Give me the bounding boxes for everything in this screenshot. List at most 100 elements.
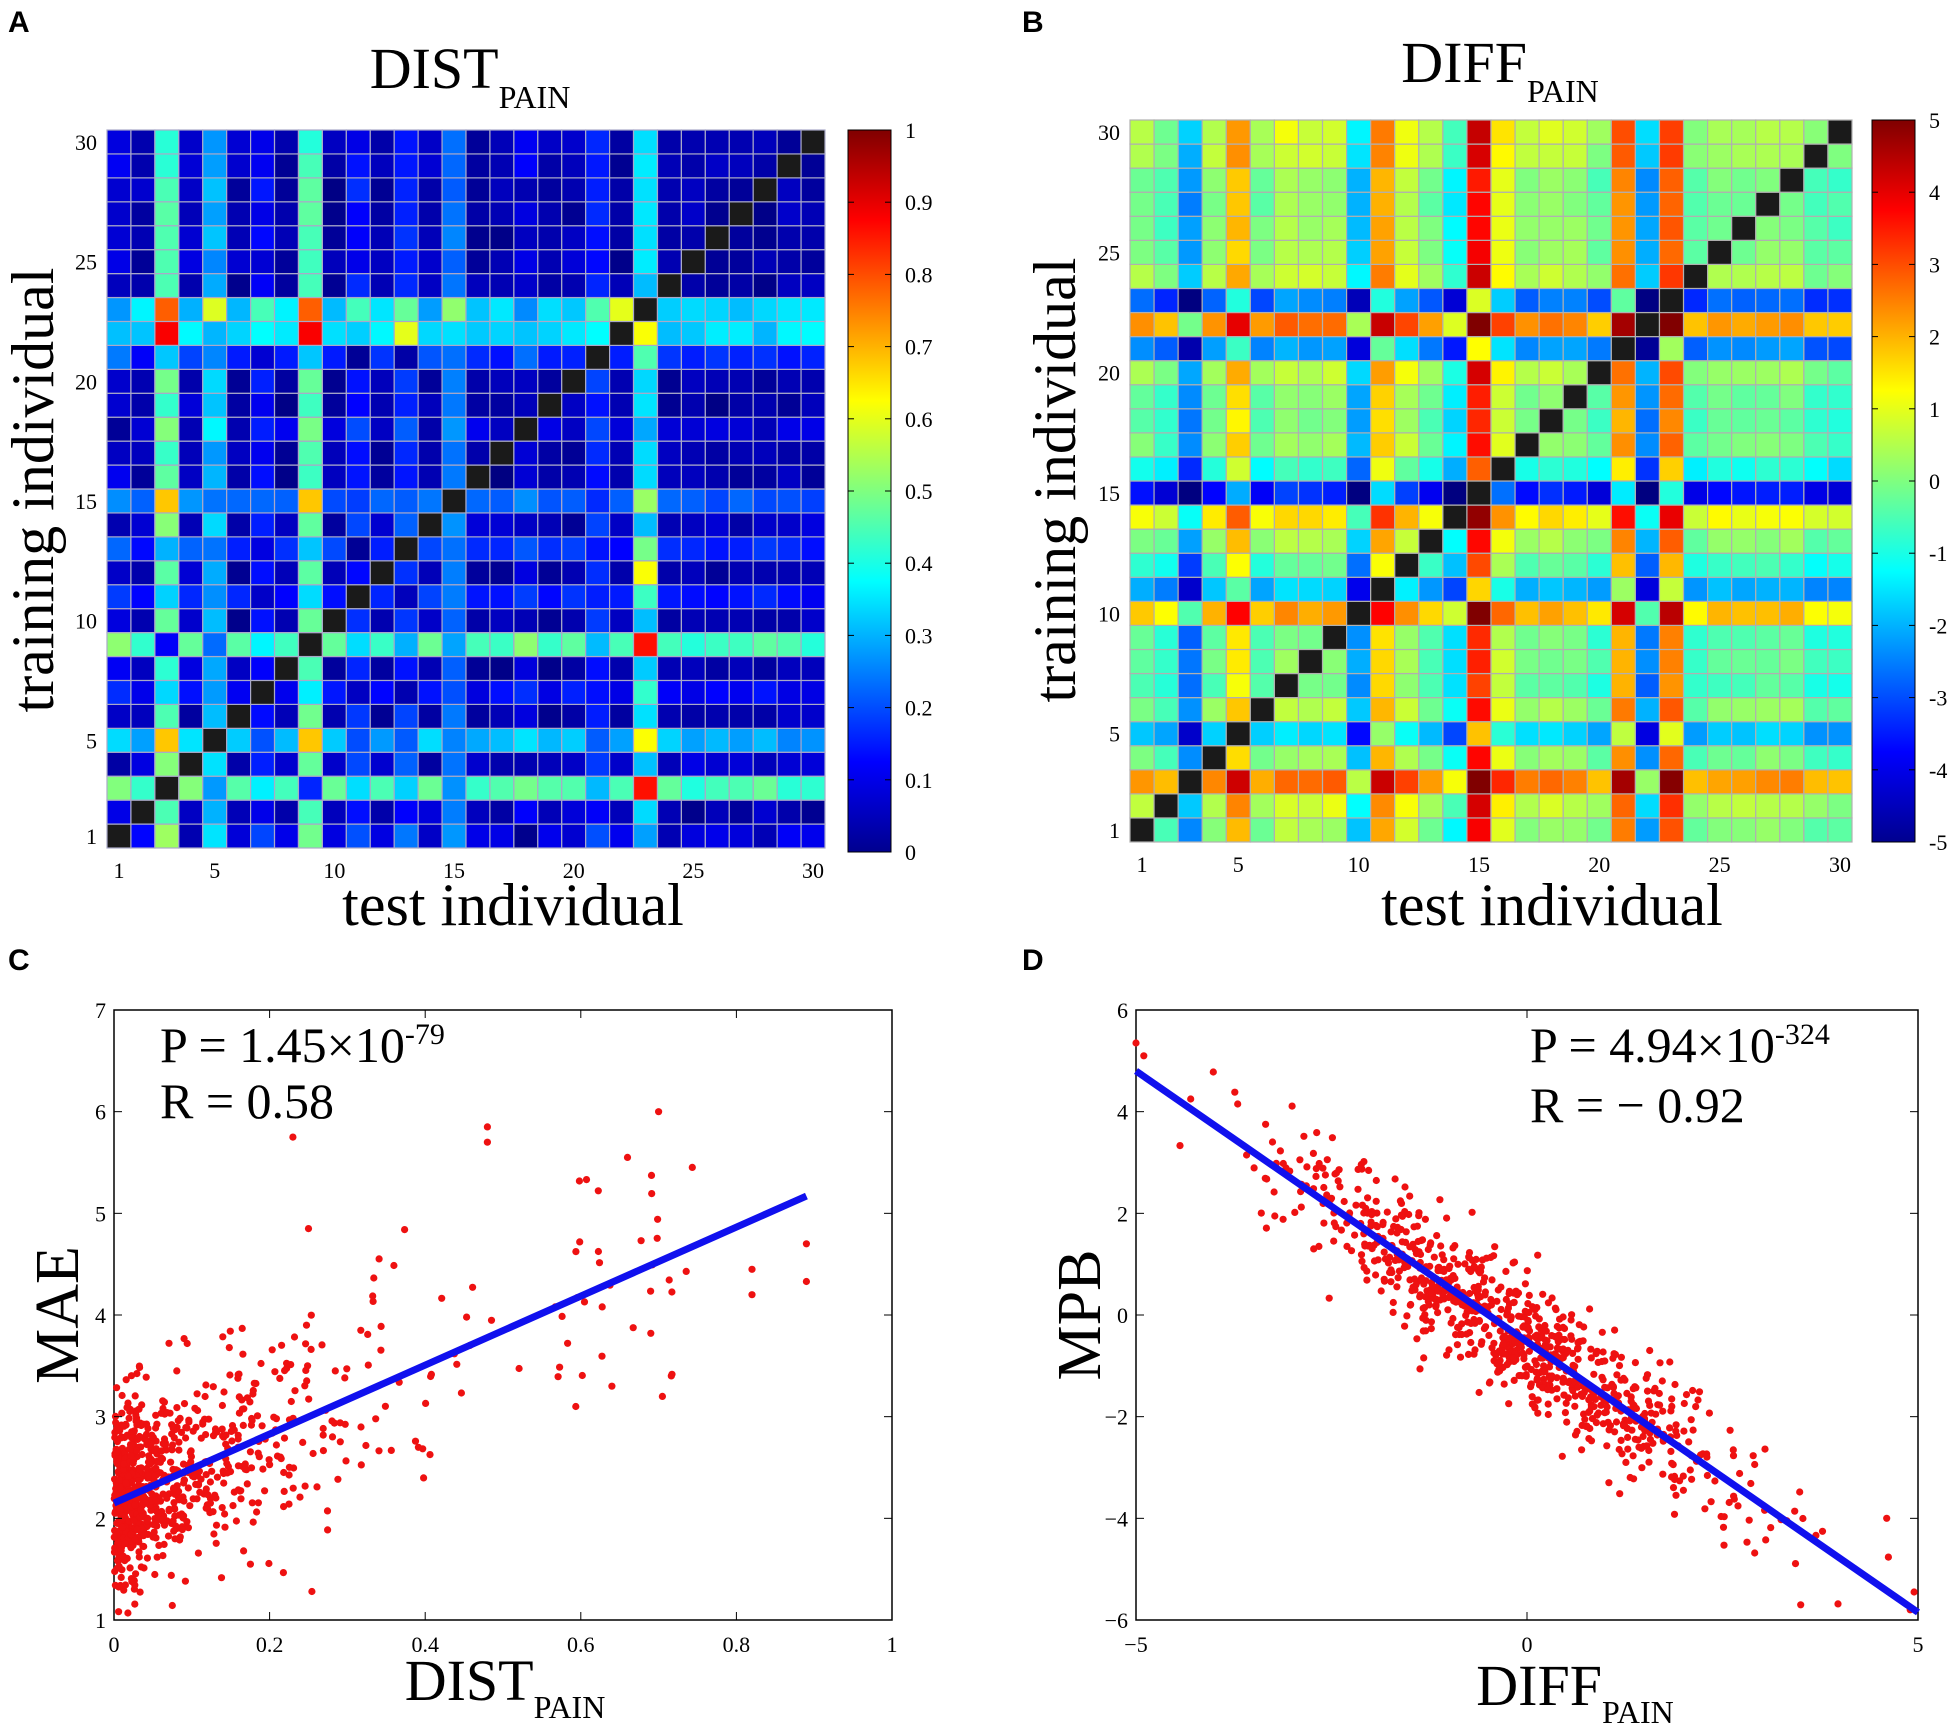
heatmap-cell [1466,504,1492,530]
heatmap-cell [608,512,635,538]
heatmap-cell [1490,287,1516,314]
scatter-point [1330,1219,1338,1227]
scatter-point [113,1448,121,1456]
heatmap-cell [1610,600,1636,627]
scatter-point [1420,1354,1428,1362]
heatmap-cell [489,488,515,514]
heatmap-cell [1682,672,1709,699]
heatmap-cell [1466,696,1492,723]
heatmap-cell [489,273,515,299]
heatmap-cell [1803,721,1829,747]
heatmap-cell [226,679,252,705]
heatmap-cell [1514,600,1540,627]
scatter-point [122,1479,130,1487]
heatmap-cell [297,703,324,729]
heatmap-cell [1273,167,1300,193]
scatter-point [229,1502,237,1510]
scatter-point [1437,1242,1445,1250]
scatter-point [131,1600,139,1608]
scatter-point [1279,1159,1287,1168]
heatmap-cell [1538,432,1564,458]
heatmap-cell [632,751,659,777]
heatmap-cell [1273,576,1300,602]
scatter-point [1533,1375,1541,1383]
scatter-point [1544,1410,1552,1419]
heatmap-cell [202,177,228,203]
scatter-point [1509,1354,1517,1362]
heatmap-cell [1803,576,1829,602]
heatmap-cell [154,249,180,275]
heatmap-cell [178,225,204,251]
scatter-point [1354,1185,1362,1193]
heatmap-cell [1225,215,1251,241]
heatmap-cell [1562,263,1588,290]
scatter-point [1682,1391,1691,1399]
heatmap-cell [1490,480,1516,506]
heatmap-cell [1779,552,1805,578]
heatmap-cell [417,536,443,562]
scatter-point [381,1402,389,1410]
heatmap-cell [202,560,228,586]
heatmap-cell [728,679,754,705]
heatmap-cell [106,392,132,418]
heatmap-cell [345,536,371,562]
heatmap-cell [154,464,180,490]
heatmap-cell [513,320,539,347]
scatter-point [133,1446,141,1455]
heatmap-cell [1418,215,1444,241]
scatter-point [1347,1247,1356,1255]
scatter-point [1573,1427,1581,1435]
heatmap-cell [297,751,324,777]
heatmap-cell [1514,336,1540,362]
heatmap-cell [608,392,635,418]
heatmap-cell [728,823,754,849]
heatmap-cell [1490,143,1516,169]
scatter-point [1645,1446,1653,1455]
scatter-point [336,1419,344,1427]
heatmap-cell [1731,648,1757,675]
scatter-point [175,1438,183,1446]
heatmap-cell [1634,287,1661,314]
heatmap-cell [1273,672,1300,699]
heatmap-cell [1755,769,1781,795]
heatmap-cell [465,608,491,634]
heatmap-cell [297,560,324,586]
heatmap-cell [1586,311,1612,338]
heatmap-cell [561,727,587,753]
heatmap-cell [1803,215,1829,241]
heatmap-cell [202,273,228,299]
heatmap-cell [1538,817,1564,843]
heatmap-cell [680,512,706,538]
panel-a-colorbar-ticks: 00.10.20.30.40.50.60.70.80.91 [848,118,933,865]
scatter-point [1250,1164,1258,1172]
scatter-point [1334,1177,1342,1185]
scatter-point [120,1422,128,1430]
scatter-point [190,1473,198,1481]
heatmap-cell [1706,119,1733,145]
heatmap-cell [1201,793,1227,819]
heatmap-cell [393,655,419,682]
heatmap-cell [393,320,419,347]
heatmap-cell [202,320,228,347]
scatter-point [414,1443,422,1451]
heatmap-cell [226,536,252,562]
scatter-point [1686,1466,1694,1474]
scatter-point [186,1449,194,1457]
heatmap-cell [202,655,228,682]
heatmap-cell [1129,215,1155,241]
heatmap-cell [752,177,778,203]
scatter-point [623,1153,632,1161]
heatmap-cell [1442,745,1468,771]
scatter-point [1389,1308,1397,1316]
heatmap-cell [369,320,395,347]
heatmap-cell [776,799,802,825]
heatmap-cell [1225,239,1251,266]
heatmap-cell [537,464,563,490]
heatmap-cell [728,392,754,418]
scatter-point [178,1526,186,1534]
heatmap-cell [202,775,228,801]
heatmap-cell [585,249,611,275]
heatmap-cell [1370,745,1396,771]
scatter-point [220,1479,228,1487]
x-tick-label: −5 [1124,1632,1147,1657]
